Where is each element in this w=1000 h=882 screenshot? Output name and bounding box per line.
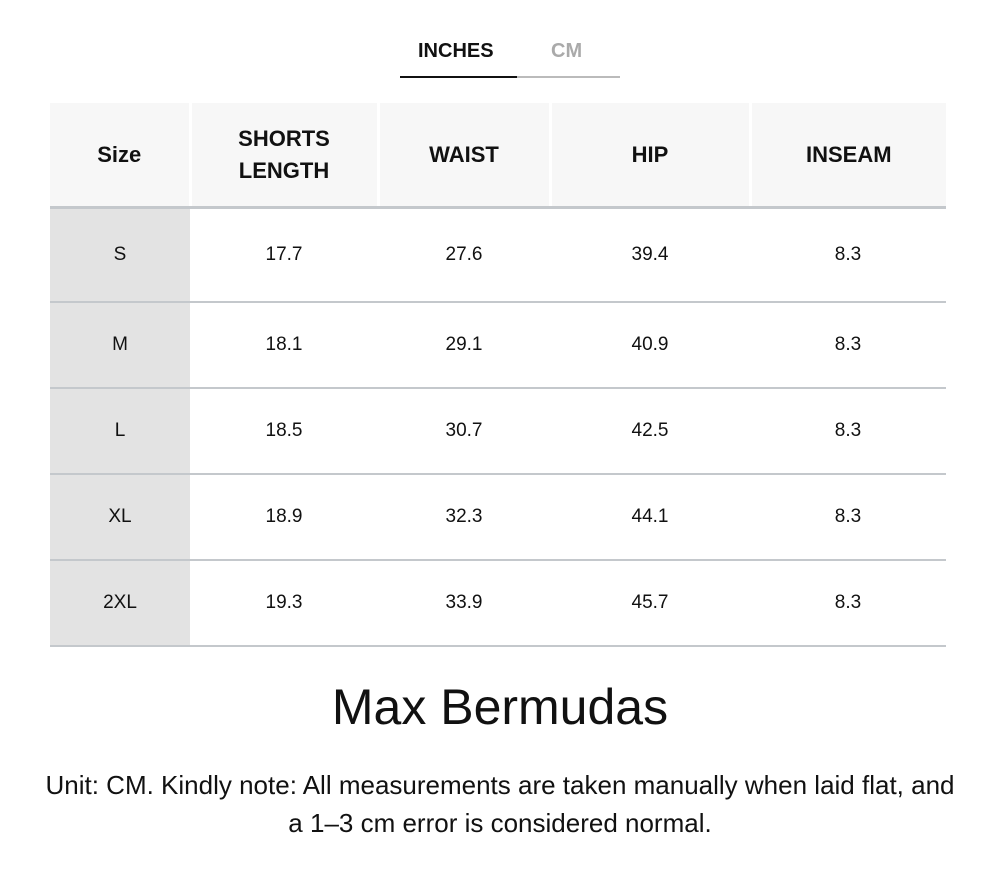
table-row: S 17.7 27.6 39.4 8.3 [50,207,946,303]
cell-hip: 39.4 [550,207,750,303]
tab-inches[interactable]: INCHES [418,40,494,62]
cell-inseam: 8.3 [750,474,946,561]
table-row: XL 18.9 32.3 44.1 8.3 [50,474,946,561]
header-size: Size [50,103,192,209]
cell-shorts-length: 19.3 [190,560,378,647]
header-row: Size SHORTS LENGTH WAIST HIP INSEAM [50,103,946,209]
cell-waist: 32.3 [378,474,550,561]
cell-waist: 33.9 [378,560,550,647]
table-row: 2XL 19.3 33.9 45.7 8.3 [50,560,946,647]
cell-size: L [50,388,190,475]
cell-hip: 42.5 [550,388,750,475]
cell-shorts-length: 17.7 [190,207,378,303]
cell-size: XL [50,474,190,561]
cell-size: S [50,207,190,303]
cell-size: M [50,302,190,389]
cell-waist: 30.7 [378,388,550,475]
cell-inseam: 8.3 [750,388,946,475]
cell-waist: 29.1 [378,302,550,389]
cell-inseam: 8.3 [750,560,946,647]
cell-shorts-length: 18.5 [190,388,378,475]
table-row: M 18.1 29.1 40.9 8.3 [50,302,946,389]
cell-inseam: 8.3 [750,302,946,389]
header-shorts-length: SHORTS LENGTH [190,103,380,209]
measurement-note: Unit: CM. Kindly note: All measurements … [45,770,955,838]
cell-waist: 27.6 [378,207,550,303]
unit-tabs: INCHES CM [400,30,620,78]
header-inseam: INSEAM [750,103,946,209]
size-chart-table: Size SHORTS LENGTH WAIST HIP INSEAM S 17.… [50,103,946,647]
cell-hip: 45.7 [550,560,750,647]
tab-underline [517,76,620,78]
cell-size: 2XL [50,560,190,647]
cell-shorts-length: 18.9 [190,474,378,561]
cell-shorts-length: 18.1 [190,302,378,389]
cell-hip: 40.9 [550,302,750,389]
header-waist: WAIST [378,103,552,209]
tab-cm[interactable]: CM [551,40,583,62]
cell-hip: 44.1 [550,474,750,561]
product-title: Max Bermudas [331,679,669,735]
header-hip: HIP [550,103,752,209]
table-row: L 18.5 30.7 42.5 8.3 [50,388,946,475]
cell-inseam: 8.3 [750,207,946,303]
active-tab-indicator [400,76,517,78]
